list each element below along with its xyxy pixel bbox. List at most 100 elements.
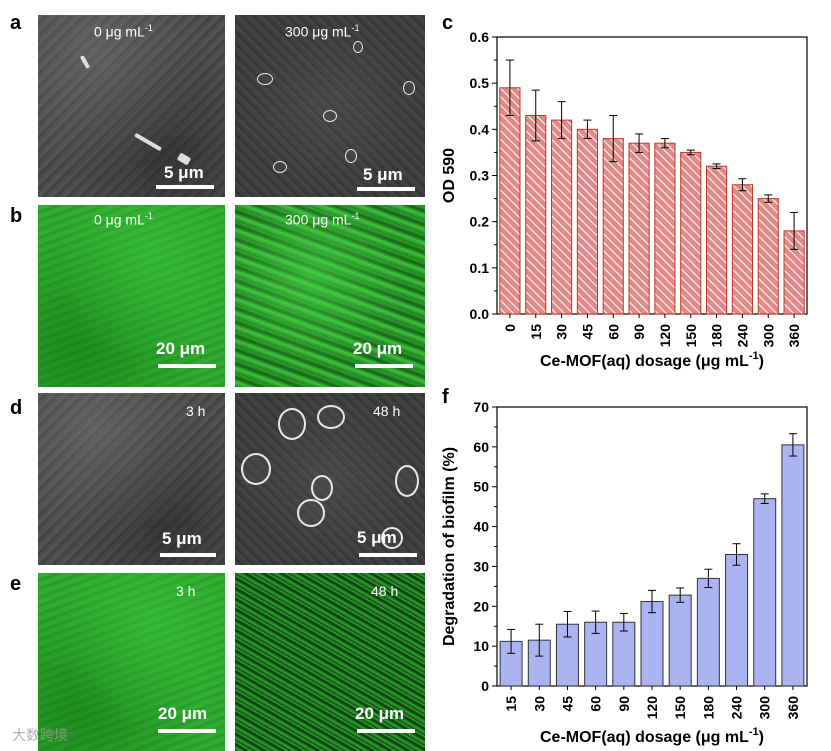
panel-letter-c: c [442,12,454,34]
y-tick-label: 0 [481,678,489,694]
scale-label: 20 μm [353,339,403,358]
bar [706,165,728,315]
x-tick-label: 30 [554,324,570,340]
y-tick-label: 0.5 [470,75,490,91]
x-tick-label: 180 [709,324,725,348]
bar [680,151,702,315]
bar [731,184,753,315]
image-label: 3 h [186,403,206,419]
scale-bar [355,364,413,368]
bar [576,128,598,315]
x-tick-label: 60 [588,696,604,712]
x-tick-label: 120 [657,324,673,348]
x-tick-label: 15 [528,324,544,340]
scale-bar [156,185,214,189]
x-tick-label: 120 [644,696,660,720]
scale-label: 20 μm [355,704,405,723]
y-tick-label: 20 [473,598,489,614]
bar [757,198,779,315]
scale-label: 5 μm [363,165,403,184]
panel-letter-f: f [442,386,449,408]
y-tick-label: 10 [473,638,489,654]
x-tick-label: 180 [700,696,716,720]
bar [612,621,636,687]
x-tick-label: 45 [579,324,595,340]
x-tick-label: 240 [734,324,750,348]
panel-letter-d: d [10,397,23,419]
bar [781,444,805,687]
bar [525,114,547,315]
panel-letter-a: a [10,12,22,34]
image-label: 0 μg mL-1 [94,23,153,40]
y-tick-label: 0.0 [470,306,490,322]
bar [551,119,573,315]
image-label: 0 μg mL-1 [94,211,153,228]
x-tick-label: 360 [785,696,801,720]
y-tick-label: 0.2 [470,214,490,230]
fluorescence-image-e-left: 3 h 20 μm [38,573,225,751]
y-tick-label: 40 [473,519,489,535]
x-tick-label: 300 [760,324,776,348]
image-label: 300 μg mL-1 [285,211,360,228]
x-tick-label: 150 [683,324,699,348]
bar [640,601,664,687]
y-axis-label: Degradation of biofilm (%) [441,447,458,646]
y-tick-label: 50 [473,479,489,495]
x-tick-label: 240 [729,696,745,720]
chart-c-od590: 0.0 0.1 0.2 0.3 0.4 0.5 0.6 0 15 30 45 60 90 120 150 18… [441,29,808,370]
scale-bar [158,364,216,368]
y-axis-label: OD 590 [441,148,458,203]
bar [602,138,624,315]
scale-label: 5 μm [357,528,397,547]
x-tick-label: 90 [616,696,632,712]
y-tick-label: 0.6 [470,29,490,45]
x-tick-label: 360 [786,324,802,348]
x-axis-label: Ce-MOF(aq) dosage (μg mL-1) [540,350,764,370]
sem-image-a-left: 0 μg mL-1 5 μm [38,15,225,197]
scale-bar [158,729,216,733]
x-tick-label: 30 [531,696,547,712]
x-tick-label: 15 [503,696,519,712]
sem-image-a-right: 300 μg mL-1 5 μm [235,15,425,197]
bar [654,142,676,315]
scale-label: 20 μm [158,704,208,723]
image-label: 3 h [176,583,196,599]
x-axis-label: Ce-MOF(aq) dosage (μg mL-1) [540,726,764,746]
image-label: 48 h [371,583,399,599]
panel-letter-b: b [10,205,23,227]
y-tick-label: 70 [473,399,489,415]
image-label: 300 μg mL-1 [285,23,360,40]
bar [725,553,749,687]
sem-image-d-right: 48 h 5 μm [235,393,425,565]
y-tick-label: 0.3 [470,168,490,184]
bar [696,577,720,687]
fluorescence-image-b-right: 300 μg mL-1 20 μm [235,205,425,387]
chart-f-biofilm-degradation: 0 10 20 30 40 50 60 70 15 30 45 60 90 120 150 180 240 300… [441,399,808,746]
scale-bar [357,729,415,733]
x-tick-label: 45 [559,696,575,712]
y-tick-label: 30 [473,558,489,574]
fluorescence-image-e-right: 48 h 20 μm [235,573,425,751]
bar [628,142,650,315]
y-tick-label: 0.1 [470,260,490,276]
scale-bar [359,553,417,557]
y-tick-label: 60 [473,439,489,455]
watermark: 大数跨境 [12,727,68,743]
bar [668,594,692,687]
x-tick-label: 300 [757,696,773,720]
x-tick-label: 90 [631,324,647,340]
y-tick-label: 0.4 [470,121,490,137]
image-label: 48 h [373,403,401,419]
x-tick-label: 150 [672,696,688,720]
panel-letter-e: e [10,573,22,595]
scale-label: 5 μm [164,163,204,182]
bar [499,87,521,315]
sem-image-d-left: 3 h 5 μm [38,393,225,565]
fluorescence-image-b-left: 0 μg mL-1 20 μm [38,205,225,387]
scale-label: 20 μm [156,339,206,358]
x-tick-label: 0 [502,324,518,332]
scale-bar [160,553,216,557]
scale-label: 5 μm [162,529,202,548]
x-tick-label: 60 [605,324,621,340]
scale-bar [357,187,415,191]
